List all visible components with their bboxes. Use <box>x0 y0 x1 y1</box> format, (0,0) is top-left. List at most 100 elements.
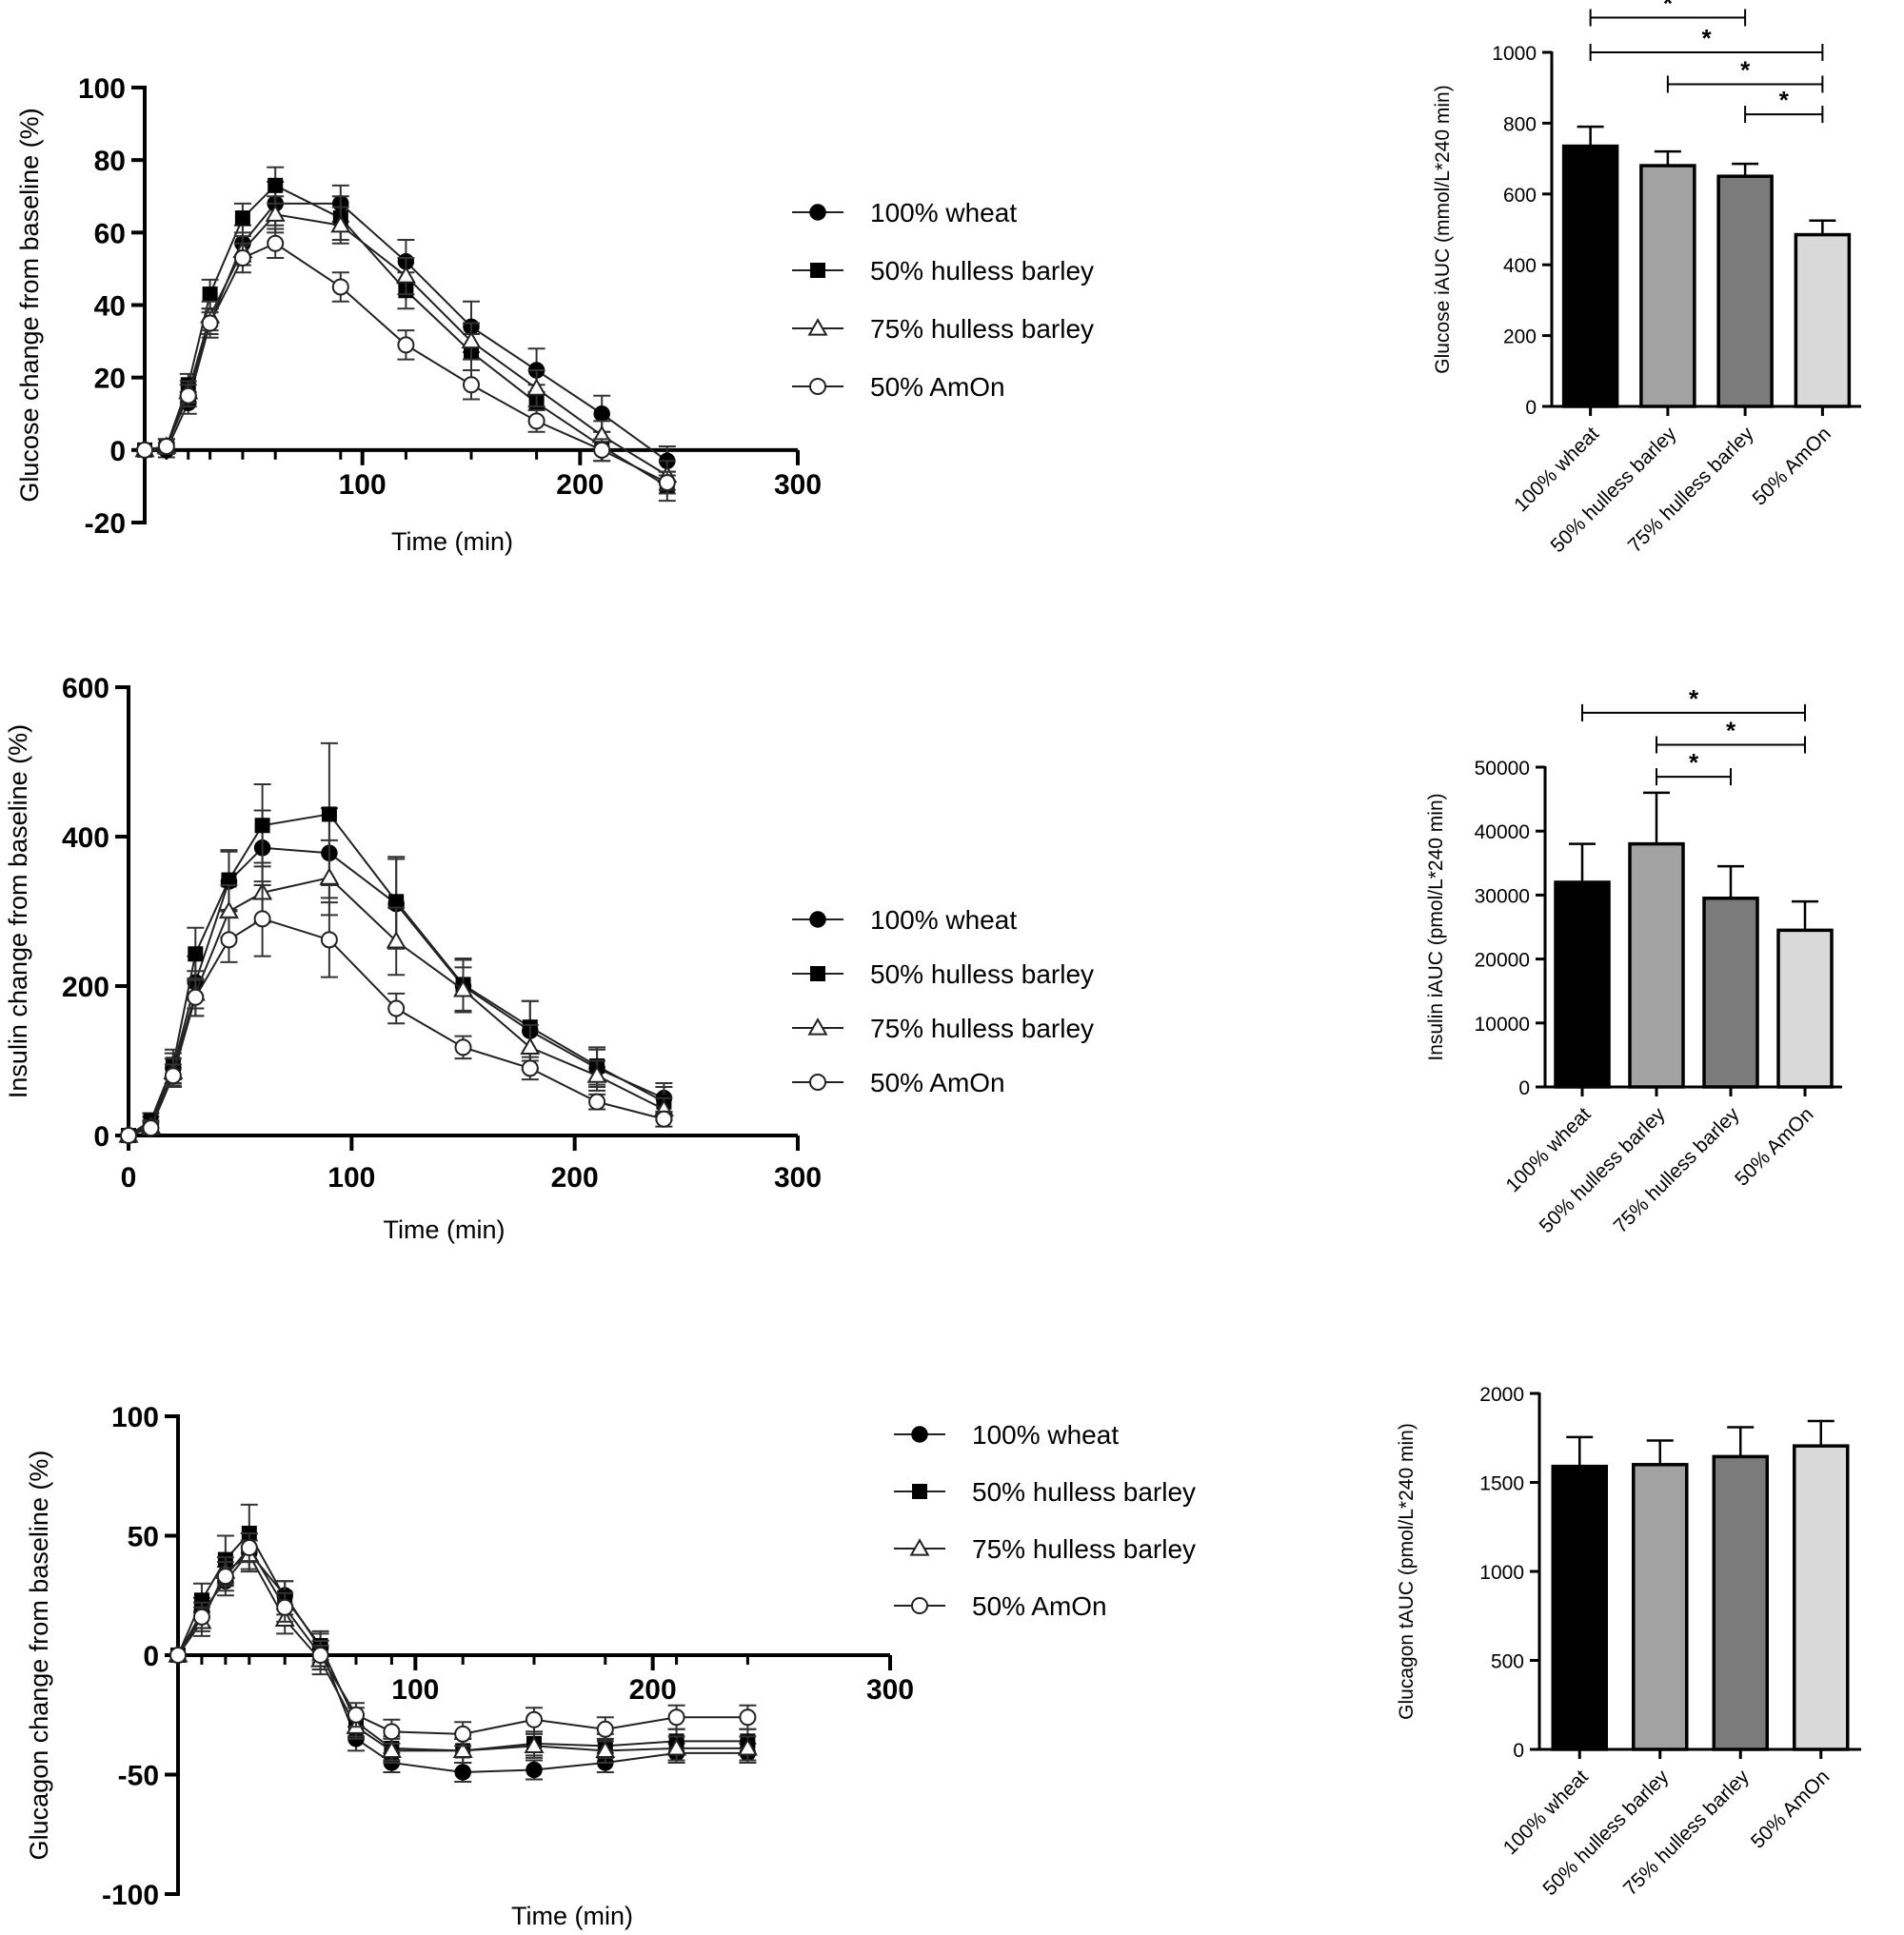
insulin-bar-50-hulless-barley <box>1628 841 1685 1089</box>
glucagon-series-50-amon-point <box>596 1720 614 1738</box>
glucose-y-tick-label: 60 <box>94 218 126 249</box>
glucose-bar-50-amon <box>1794 232 1852 408</box>
glucagon-series-75-hulless-barley-point <box>524 1735 545 1753</box>
insulin-series-75-hulless-barley-point <box>319 867 340 885</box>
glucose-series-50-amon <box>136 227 676 495</box>
glucagon-bar-y-tick-label: 1000 <box>1479 1562 1524 1584</box>
insulin-bar-50-amon <box>1776 928 1834 1089</box>
insulin-significance-2-label: * <box>1726 716 1736 744</box>
glucagon-legend-50-hulless-barley-marker <box>912 1484 927 1499</box>
glucose-significance-3-label: * <box>1740 55 1751 84</box>
glucagon-series-100-wheat-point <box>454 1764 471 1781</box>
glucagon-series-50-amon-point <box>216 1568 234 1586</box>
insulin-legend-75-hulless-barley-label: 75% hulless barley <box>870 1014 1094 1043</box>
glucose-series-50-hulless-barley-point <box>268 177 284 193</box>
insulin-bar-100-wheat <box>1554 880 1611 1089</box>
insulin-series-50-amon-point <box>164 1067 182 1085</box>
glucagon-bar-y-tick-label: 500 <box>1491 1651 1524 1673</box>
glucagon-line-chart: -100 -50 0 50 100 100 200 300 Time (min) Glucagon… <box>25 1402 1196 1930</box>
insulin-y-tick-label: 200 <box>62 972 109 1003</box>
glucose-series-75-hulless-barley-point <box>330 214 351 233</box>
insulin-series-75-hulless-barley-point <box>586 1065 607 1083</box>
glucagon-series-75-hulless-barley-point <box>595 1740 616 1758</box>
glucose-series-75-hulless-barley-point <box>526 378 547 396</box>
insulin-x-tick-label: 100 <box>327 1162 375 1194</box>
glucagon-y-tick-label: 0 <box>143 1641 159 1672</box>
glucose-legend-100-wheat: 100% wheat <box>792 198 1017 227</box>
glucagon-x-tick-label: 100 <box>391 1674 439 1706</box>
insulin-legend-75-hulless-barley: 75% hulless barley <box>792 1014 1094 1043</box>
insulin-legend-50-hulless-barley: 50% hulless barley <box>792 959 1094 989</box>
glucose-legend-75-hulless-barley-marker <box>807 318 828 336</box>
insulin-series-50-hulless-barley-point <box>388 894 405 910</box>
insulin-significance-3-label: * <box>1689 748 1699 777</box>
insulin-y-tick-label: 0 <box>93 1121 109 1153</box>
glucagon-series-50-amon-point <box>347 1706 365 1724</box>
glucagon-bar-50-amon-x-tick-label: 50% AmOn <box>1747 1766 1834 1852</box>
glucose-legend-100-wheat-label: 100% wheat <box>870 198 1017 227</box>
insulin-bar-y-tick-label: 10000 <box>1475 1014 1530 1036</box>
glucagon-bar-100-wheat <box>1551 1464 1608 1751</box>
insulin-bar-75-hulless-barley <box>1702 897 1759 1089</box>
insulin-bar-chart: 0 10000 20000 30000 40000 50000 Insulin iAUC (… <box>1425 684 1842 1237</box>
glucagon-series-50-amon-point <box>276 1598 294 1616</box>
glucose-legend-100-wheat-marker <box>809 204 826 221</box>
glucagon-series-50-hulless-barley-point <box>193 1592 209 1609</box>
insulin-legend-100-wheat: 100% wheat <box>792 905 1017 935</box>
insulin-series-50-amon-point <box>120 1127 137 1144</box>
insulin-legend-50-hulless-barley-label: 50% hulless barley <box>870 959 1094 989</box>
insulin-y-axis-label: Insulin change from baseline (%) <box>4 724 32 1098</box>
insulin-series-50-hulless-barley-point <box>254 818 270 834</box>
glucagon-series-50-amon-point <box>169 1647 187 1664</box>
insulin-series-50-amon <box>120 880 673 1144</box>
glucose-x-axis-label: Time (min) <box>391 527 513 556</box>
insulin-series-50-amon-point <box>588 1093 606 1111</box>
glucose-series-75-hulless-barley-point <box>265 204 286 222</box>
glucose-x-tick-label: 300 <box>774 469 822 501</box>
glucagon-legend-100-wheat: 100% wheat <box>894 1420 1119 1450</box>
glucose-significance-4-label: * <box>1779 86 1790 114</box>
glucose-series-50-hulless-barley-point <box>202 286 218 303</box>
glucose-bar-y-tick-label: 800 <box>1503 113 1537 135</box>
glucose-series-50-amon-point <box>157 438 175 456</box>
glucagon-series-50-amon <box>169 1531 757 1747</box>
glucose-y-tick-label: 40 <box>94 291 126 323</box>
insulin-legend-50-hulless-barley-marker <box>810 966 825 981</box>
insulin-series-50-amon-point <box>220 931 238 949</box>
insulin-series-50-amon-point <box>142 1119 160 1137</box>
glucagon-series-75-hulless-barley-point <box>381 1740 402 1758</box>
insulin-series-75-hulless-barley-point <box>520 1037 541 1055</box>
insulin-bar-y-tick-label: 50000 <box>1475 758 1530 780</box>
glucagon-legend-100-wheat-marker <box>911 1426 928 1443</box>
glucagon-y-tick-label: -50 <box>118 1761 159 1792</box>
insulin-series-50-amon-point <box>387 999 406 1017</box>
glucose-bar-75-hulless-barley <box>1716 174 1774 408</box>
glucagon-series-75-hulless-barley-point <box>452 1740 473 1758</box>
glucagon-bar-chart: 0 500 1000 1500 2000 Glucagon tAUC (pmol/L*24… <box>1396 1384 1861 1900</box>
insulin-series-50-amon-point <box>253 910 271 928</box>
glucose-series-50-amon-point <box>658 474 676 492</box>
glucagon-legend-100-wheat-label: 100% wheat <box>972 1420 1119 1450</box>
insulin-series-50-amon-point <box>655 1110 673 1128</box>
glucose-bar-chart: 0 200 400 600 800 1000 Glucose iAUC (mmol/L*24… <box>1432 0 1861 557</box>
glucagon-series-50-amon-point <box>739 1708 757 1727</box>
insulin-bar-50-amon-x-tick-label: 50% AmOn <box>1731 1103 1817 1190</box>
insulin-line-chart: 0 200 400 600 0 100 200 300 Time (min) Insulin ch… <box>4 673 1094 1244</box>
glucose-significance-2-label: * <box>1701 24 1712 52</box>
glucagon-series-50-amon-point <box>383 1723 401 1741</box>
glucagon-series-50-amon-line <box>177 1546 748 1735</box>
insulin-bar-75-hulless-barley-x-tick-label: 75% hulless barley <box>1610 1103 1744 1237</box>
glucose-legend-50-amon: 50% AmOn <box>792 372 1005 402</box>
glucagon-bar-y-tick-label: 1500 <box>1479 1473 1524 1495</box>
insulin-legend-50-amon-marker <box>809 1074 826 1091</box>
insulin-series-50-amon-point <box>521 1059 539 1077</box>
insulin-legend-50-amon-label: 50% AmOn <box>870 1068 1005 1097</box>
glucagon-series-50-amon-point <box>667 1708 685 1727</box>
glucose-x-tick-label: 100 <box>339 469 387 501</box>
insulin-series-75-hulless-barley-point <box>386 931 407 949</box>
glucose-bar-y-tick-label: 1000 <box>1492 43 1537 65</box>
glucose-series-50-amon-point <box>267 234 285 252</box>
glucagon-legend-50-hulless-barley: 50% hulless barley <box>894 1477 1196 1507</box>
glucose-series-75-hulless-barley-point <box>461 330 482 349</box>
glucagon-series-50-amon-point <box>311 1647 329 1664</box>
